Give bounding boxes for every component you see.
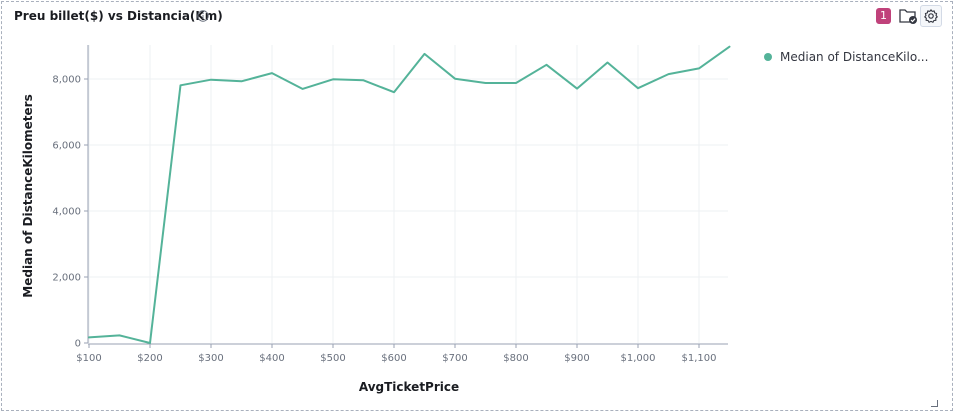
info-icon[interactable] xyxy=(197,10,209,22)
y-axis-title: Median of DistanceKilometers xyxy=(21,94,35,297)
legend-series-label[interactable]: Median of DistanceKilo... xyxy=(780,50,929,64)
panel-title: Preu billet($) vs Distancia(Km) xyxy=(14,9,223,23)
y-tick-label: 6,000 xyxy=(52,141,81,152)
y-tick-label: 4,000 xyxy=(52,207,81,218)
x-tick-label: $100 xyxy=(76,353,101,364)
resize-handle[interactable] xyxy=(931,400,938,407)
y-tick-label: 8,000 xyxy=(52,75,81,86)
x-tick-label: $900 xyxy=(564,353,589,364)
x-tick-label: $300 xyxy=(198,353,223,364)
notification-badge[interactable]: 1 xyxy=(876,8,891,24)
y-tick-label: 0 xyxy=(75,339,81,350)
x-tick-label: $600 xyxy=(381,353,406,364)
settings-button[interactable] xyxy=(920,5,942,27)
x-tick-label: $500 xyxy=(320,353,345,364)
y-tick-label: 2,000 xyxy=(52,273,81,284)
x-tick-label: $800 xyxy=(503,353,528,364)
x-tick-label: $700 xyxy=(442,353,467,364)
series-line xyxy=(88,45,731,344)
chart-legend[interactable]: Median of DistanceKilo... xyxy=(764,50,928,64)
x-tick-label: $200 xyxy=(137,353,162,364)
x-tick-label: $1,100 xyxy=(682,353,717,364)
x-tick-label: $400 xyxy=(259,353,284,364)
x-axis-title: AvgTicketPrice xyxy=(359,380,459,394)
legend-marker xyxy=(764,53,772,61)
gear-icon xyxy=(924,9,938,23)
folder-check-icon[interactable] xyxy=(898,7,918,25)
x-tick-label: $1,000 xyxy=(621,353,656,364)
